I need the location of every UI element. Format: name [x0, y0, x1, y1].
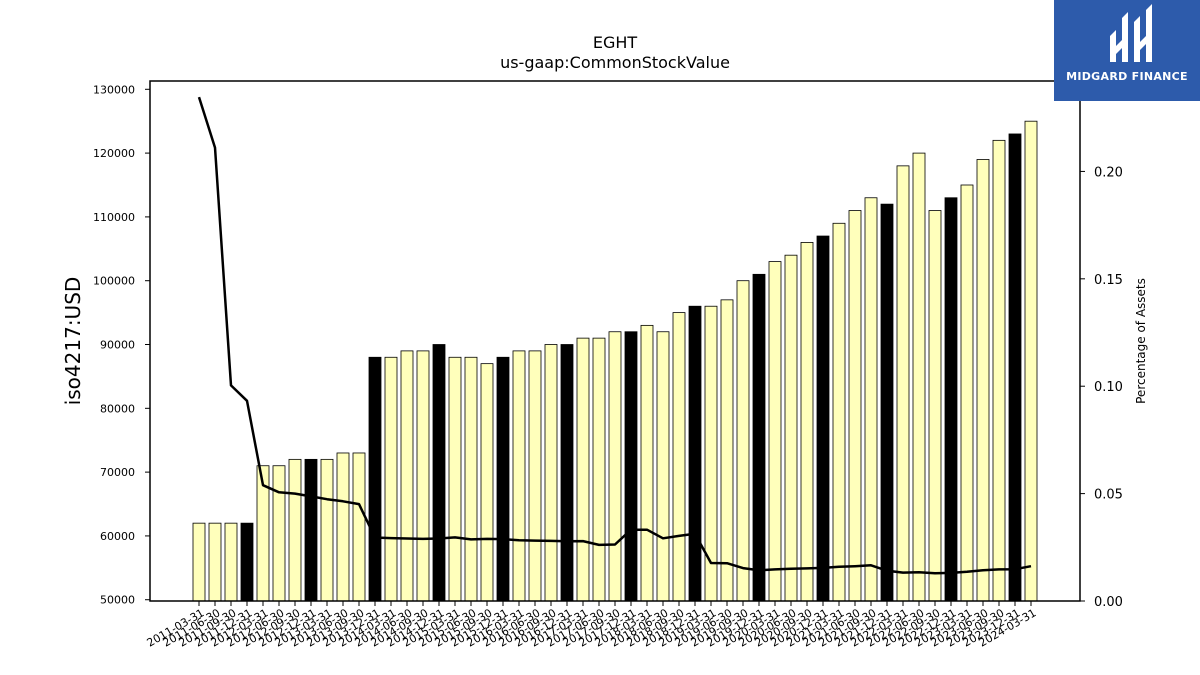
y2-tick-label: 0.00 — [1094, 595, 1123, 610]
y-tick-label: 60000 — [100, 530, 135, 543]
bar — [352, 452, 366, 602]
bar — [832, 222, 846, 602]
y-tick-label: 110000 — [93, 211, 135, 224]
bar — [928, 210, 942, 602]
x-axis: 2011-03-312011-06-302011-09-302011-12-31… — [145, 601, 1039, 650]
bar — [944, 197, 958, 602]
bar — [688, 305, 702, 602]
bar — [560, 344, 574, 602]
y2-axis-label: Percentage of Assets — [1134, 278, 1148, 404]
bar — [992, 139, 1006, 602]
bar — [768, 261, 782, 602]
bar — [752, 273, 766, 602]
y-tick-label: 100000 — [93, 275, 135, 288]
midgard-finance-logo: MIDGARD FINANCE — [1054, 0, 1200, 101]
bar — [240, 522, 254, 602]
bar — [896, 165, 910, 602]
bar — [224, 522, 238, 602]
bar — [384, 356, 398, 602]
y-tick-label: 80000 — [100, 402, 135, 415]
bar — [848, 210, 862, 602]
bar-series — [192, 120, 1038, 602]
bar — [416, 350, 430, 602]
bar — [576, 337, 590, 602]
bar — [624, 331, 638, 602]
bar — [512, 350, 526, 602]
y-tick-label: 70000 — [100, 466, 135, 479]
logo-text: MIDGARD FINANCE — [1066, 70, 1188, 83]
bar — [736, 280, 750, 602]
bar — [864, 197, 878, 602]
bar — [288, 458, 302, 602]
bar — [208, 522, 222, 602]
bar — [592, 337, 606, 602]
bar — [320, 458, 334, 602]
y-tick-label: 90000 — [100, 339, 135, 352]
chart-subtitle: us-gaap:CommonStockValue — [500, 53, 730, 72]
chart-title: EGHT — [593, 33, 638, 52]
bar — [880, 203, 894, 602]
bar — [816, 235, 830, 602]
y-axis-left: 50000 60000 70000 80000 90000 100000 110000 120… — [93, 83, 150, 607]
bar — [496, 356, 510, 602]
bar — [640, 324, 654, 602]
logo-mark-icon — [1110, 4, 1152, 62]
y-tick-label: 130000 — [93, 83, 135, 96]
bar — [480, 363, 494, 602]
y2-tick-label: 0.05 — [1094, 488, 1123, 503]
percentage-line-series — [197, 96, 1032, 575]
bar — [464, 356, 478, 602]
bar — [192, 522, 206, 602]
y-tick-label: 120000 — [93, 147, 135, 160]
bar — [528, 350, 542, 602]
bar — [608, 331, 622, 602]
y-axis-label: iso4217:USD — [61, 277, 85, 406]
bar — [1024, 120, 1038, 602]
bar — [272, 465, 286, 602]
y-tick-label: 50000 — [100, 594, 135, 607]
bar — [960, 184, 974, 602]
y-axis-right: 0.00 0.05 0.10 0.15 0.20 — [1080, 165, 1123, 610]
y2-tick-label: 0.20 — [1094, 165, 1123, 180]
bar — [304, 458, 318, 602]
bar — [720, 299, 734, 602]
bar — [784, 254, 798, 602]
bar — [368, 356, 382, 602]
y2-tick-label: 0.15 — [1094, 273, 1123, 288]
bar — [336, 452, 350, 602]
bar — [544, 344, 558, 602]
bar — [400, 350, 414, 602]
bar — [672, 312, 686, 602]
bar — [448, 356, 462, 602]
bar — [656, 331, 670, 602]
bar — [800, 242, 814, 602]
percentage-line — [197, 96, 1032, 575]
bar — [976, 159, 990, 602]
bar — [432, 344, 446, 602]
bar — [1008, 133, 1022, 602]
bar — [912, 152, 926, 602]
y2-tick-label: 0.10 — [1094, 380, 1123, 395]
